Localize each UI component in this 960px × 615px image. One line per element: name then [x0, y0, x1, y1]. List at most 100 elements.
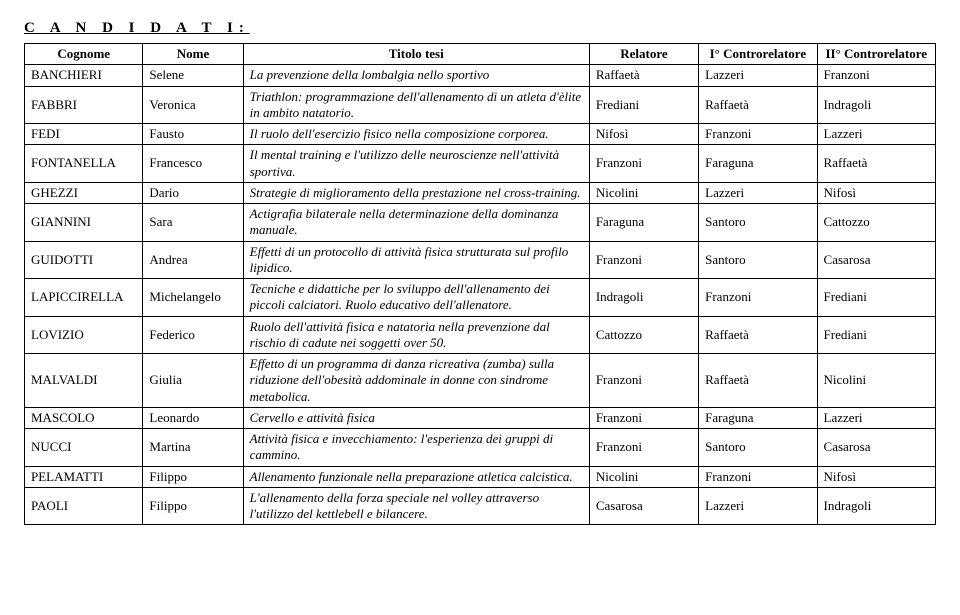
cell-relatore: Franzoni	[589, 429, 698, 467]
table-row: FABBRIVeronicaTriathlon: programmazione …	[25, 86, 936, 124]
cell-controrel1: Lazzeri	[699, 182, 817, 203]
cell-titolo: Cervello e attività fisica	[243, 407, 589, 428]
table-row: BANCHIERISeleneLa prevenzione della lomb…	[25, 65, 936, 86]
cell-titolo: Il mental training e l'utilizzo delle ne…	[243, 145, 589, 183]
table-row: PAOLIFilippoL'allenamento della forza sp…	[25, 487, 936, 525]
col-controrel2: II° Controrelatore	[817, 44, 935, 65]
cell-relatore: Cattozzo	[589, 316, 698, 354]
table-header-row: Cognome Nome Titolo tesi Relatore I° Con…	[25, 44, 936, 65]
cell-cognome: LOVIZIO	[25, 316, 143, 354]
cell-nome: Federico	[143, 316, 243, 354]
table-row: NUCCIMartinaAttività fisica e invecchiam…	[25, 429, 936, 467]
cell-relatore: Nifosì	[589, 124, 698, 145]
cell-titolo: Actigrafia bilaterale nella determinazio…	[243, 204, 589, 242]
cell-controrel1: Franzoni	[699, 279, 817, 317]
cell-controrel1: Lazzeri	[699, 65, 817, 86]
cell-controrel2: Lazzeri	[817, 124, 935, 145]
table-row: LAPICCIRELLAMichelangeloTecniche e didat…	[25, 279, 936, 317]
table-row: GIANNINISaraActigrafia bilaterale nella …	[25, 204, 936, 242]
cell-relatore: Nicolini	[589, 466, 698, 487]
cell-nome: Sara	[143, 204, 243, 242]
cell-relatore: Nicolini	[589, 182, 698, 203]
cell-controrel2: Casarosa	[817, 429, 935, 467]
cell-cognome: MASCOLO	[25, 407, 143, 428]
cell-relatore: Raffaetà	[589, 65, 698, 86]
cell-relatore: Indragoli	[589, 279, 698, 317]
table-row: LOVIZIOFedericoRuolo dell'attività fisic…	[25, 316, 936, 354]
table-row: PELAMATTIFilippoAllenamento funzionale n…	[25, 466, 936, 487]
col-controrel1: I° Controrelatore	[699, 44, 817, 65]
cell-controrel2: Cattozzo	[817, 204, 935, 242]
col-nome: Nome	[143, 44, 243, 65]
cell-titolo: Il ruolo dell'esercizio fisico nella com…	[243, 124, 589, 145]
cell-controrel1: Santoro	[699, 204, 817, 242]
cell-relatore: Franzoni	[589, 407, 698, 428]
cell-titolo: Tecniche e didattiche per lo sviluppo de…	[243, 279, 589, 317]
cell-titolo: Triathlon: programmazione dell'allenamen…	[243, 86, 589, 124]
cell-titolo: Ruolo dell'attività fisica e natatoria n…	[243, 316, 589, 354]
cell-relatore: Franzoni	[589, 354, 698, 408]
cell-cognome: FEDI	[25, 124, 143, 145]
cell-controrel2: Franzoni	[817, 65, 935, 86]
cell-titolo: Attività fisica e invecchiamento: l'espe…	[243, 429, 589, 467]
col-cognome: Cognome	[25, 44, 143, 65]
cell-controrel2: Nifosì	[817, 182, 935, 203]
cell-nome: Veronica	[143, 86, 243, 124]
cell-nome: Giulia	[143, 354, 243, 408]
page-heading: C A N D I D A T I:	[24, 20, 936, 37]
cell-controrel2: Casarosa	[817, 241, 935, 279]
cell-nome: Fausto	[143, 124, 243, 145]
cell-controrel1: Raffaetà	[699, 354, 817, 408]
cell-nome: Filippo	[143, 466, 243, 487]
cell-nome: Dario	[143, 182, 243, 203]
col-titolo: Titolo tesi	[243, 44, 589, 65]
cell-titolo: La prevenzione della lombalgia nello spo…	[243, 65, 589, 86]
cell-controrel2: Lazzeri	[817, 407, 935, 428]
cell-controrel2: Indragoli	[817, 487, 935, 525]
cell-titolo: Strategie di miglioramento della prestaz…	[243, 182, 589, 203]
cell-controrel2: Frediani	[817, 279, 935, 317]
cell-nome: Francesco	[143, 145, 243, 183]
table-row: GHEZZIDarioStrategie di miglioramento de…	[25, 182, 936, 203]
cell-controrel1: Faraguna	[699, 145, 817, 183]
cell-controrel2: Raffaetà	[817, 145, 935, 183]
cell-controrel1: Faraguna	[699, 407, 817, 428]
table-row: MASCOLOLeonardoCervello e attività fisic…	[25, 407, 936, 428]
cell-cognome: NUCCI	[25, 429, 143, 467]
cell-cognome: GUIDOTTI	[25, 241, 143, 279]
cell-cognome: BANCHIERI	[25, 65, 143, 86]
cell-relatore: Franzoni	[589, 145, 698, 183]
cell-controrel2: Indragoli	[817, 86, 935, 124]
cell-cognome: LAPICCIRELLA	[25, 279, 143, 317]
cell-nome: Martina	[143, 429, 243, 467]
cell-controrel1: Franzoni	[699, 466, 817, 487]
cell-controrel2: Nifosì	[817, 466, 935, 487]
cell-titolo: L'allenamento della forza speciale nel v…	[243, 487, 589, 525]
cell-titolo: Effetto di un programma di danza ricreat…	[243, 354, 589, 408]
col-relatore: Relatore	[589, 44, 698, 65]
cell-nome: Michelangelo	[143, 279, 243, 317]
cell-relatore: Faraguna	[589, 204, 698, 242]
table-row: GUIDOTTIAndreaEffetti di un protocollo d…	[25, 241, 936, 279]
cell-nome: Selene	[143, 65, 243, 86]
cell-cognome: PELAMATTI	[25, 466, 143, 487]
candidates-table: Cognome Nome Titolo tesi Relatore I° Con…	[24, 43, 936, 525]
cell-controrel1: Santoro	[699, 429, 817, 467]
cell-nome: Filippo	[143, 487, 243, 525]
cell-controrel1: Lazzeri	[699, 487, 817, 525]
cell-relatore: Frediani	[589, 86, 698, 124]
cell-nome: Leonardo	[143, 407, 243, 428]
cell-nome: Andrea	[143, 241, 243, 279]
cell-cognome: MALVALDI	[25, 354, 143, 408]
table-row: FEDIFaustoIl ruolo dell'esercizio fisico…	[25, 124, 936, 145]
cell-cognome: GIANNINI	[25, 204, 143, 242]
cell-cognome: FONTANELLA	[25, 145, 143, 183]
cell-cognome: FABBRI	[25, 86, 143, 124]
cell-controrel1: Raffaetà	[699, 86, 817, 124]
cell-controrel2: Frediani	[817, 316, 935, 354]
cell-cognome: GHEZZI	[25, 182, 143, 203]
cell-titolo: Effetti di un protocollo di attività fis…	[243, 241, 589, 279]
cell-relatore: Casarosa	[589, 487, 698, 525]
table-row: FONTANELLAFrancescoIl mental training e …	[25, 145, 936, 183]
cell-controrel1: Franzoni	[699, 124, 817, 145]
